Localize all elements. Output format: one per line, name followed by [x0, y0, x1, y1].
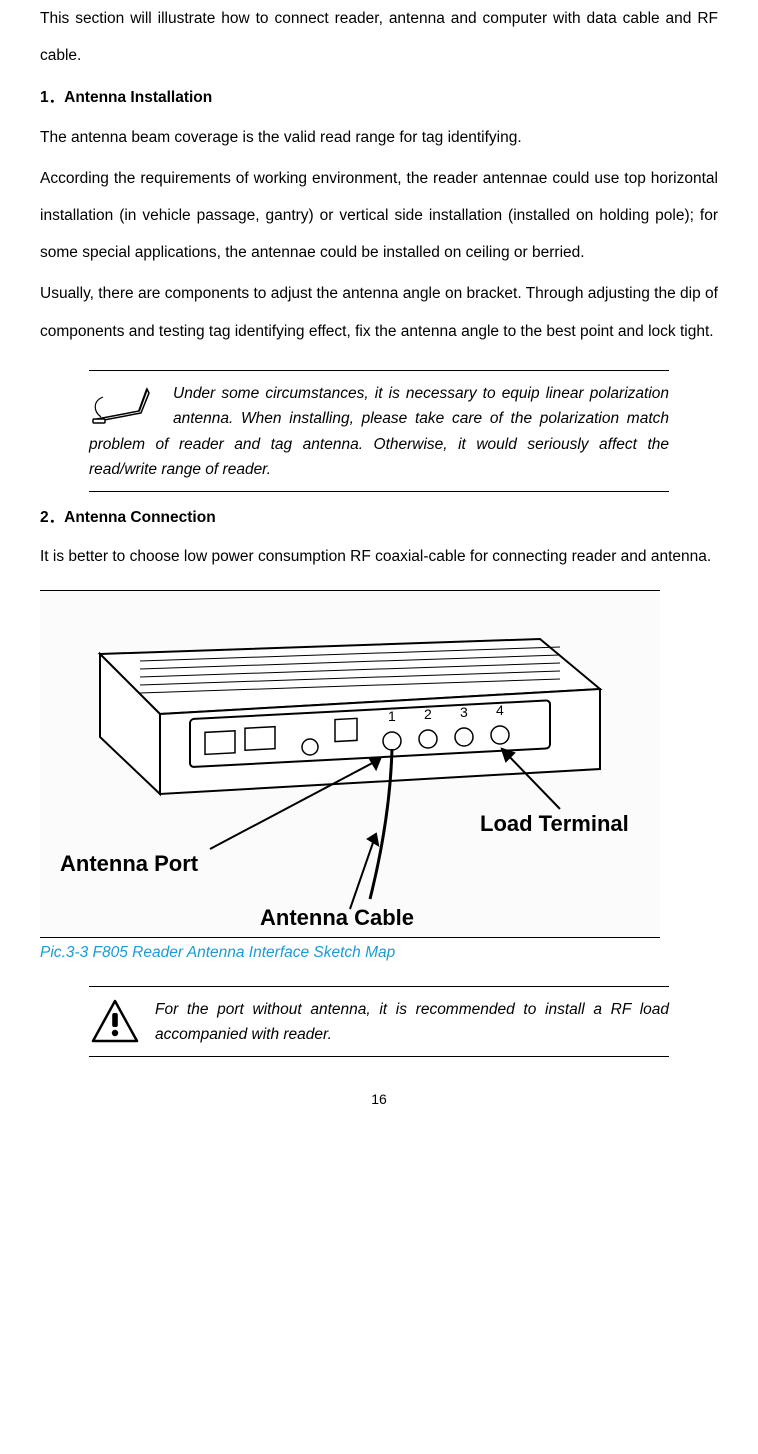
- port-number-2: 2: [424, 706, 432, 722]
- note-icon: [89, 381, 159, 427]
- note-text: Under some circumstances, it is necessar…: [89, 385, 669, 479]
- warning-callout: For the port without antenna, it is reco…: [89, 986, 669, 1057]
- port-number-3: 3: [460, 704, 468, 720]
- port-number-1: 1: [388, 708, 396, 724]
- page-content: This section will illustrate how to conn…: [0, 0, 758, 1137]
- section1-p2: According the requirements of working en…: [40, 160, 718, 272]
- intro-paragraph: This section will illustrate how to conn…: [40, 0, 718, 74]
- warning-text: For the port without antenna, it is reco…: [155, 1001, 669, 1044]
- label-antenna-cable: Antenna Cable: [260, 905, 414, 929]
- section1-heading: 1．Antenna Installation: [40, 78, 718, 118]
- section1-p3: Usually, there are components to adjust …: [40, 275, 718, 349]
- section2-p1: It is better to choose low power consump…: [40, 538, 718, 575]
- section1-p1: The antenna beam coverage is the valid r…: [40, 119, 718, 156]
- reader-sketch-svg: 1 2 3 4 Antenna Port: [40, 599, 660, 929]
- figure-caption: Pic.3-3 F805 Reader Antenna Interface Sk…: [40, 944, 718, 962]
- figure-container: 1 2 3 4 Antenna Port: [40, 590, 660, 938]
- warning-icon: [89, 997, 141, 1045]
- section2-heading: 2．Antenna Connection: [40, 498, 718, 538]
- label-load-terminal: Load Terminal: [480, 811, 629, 836]
- page-number: 16: [40, 1091, 718, 1107]
- note-callout: Under some circumstances, it is necessar…: [89, 370, 669, 492]
- port-number-4: 4: [496, 702, 504, 718]
- label-antenna-port: Antenna Port: [60, 851, 199, 876]
